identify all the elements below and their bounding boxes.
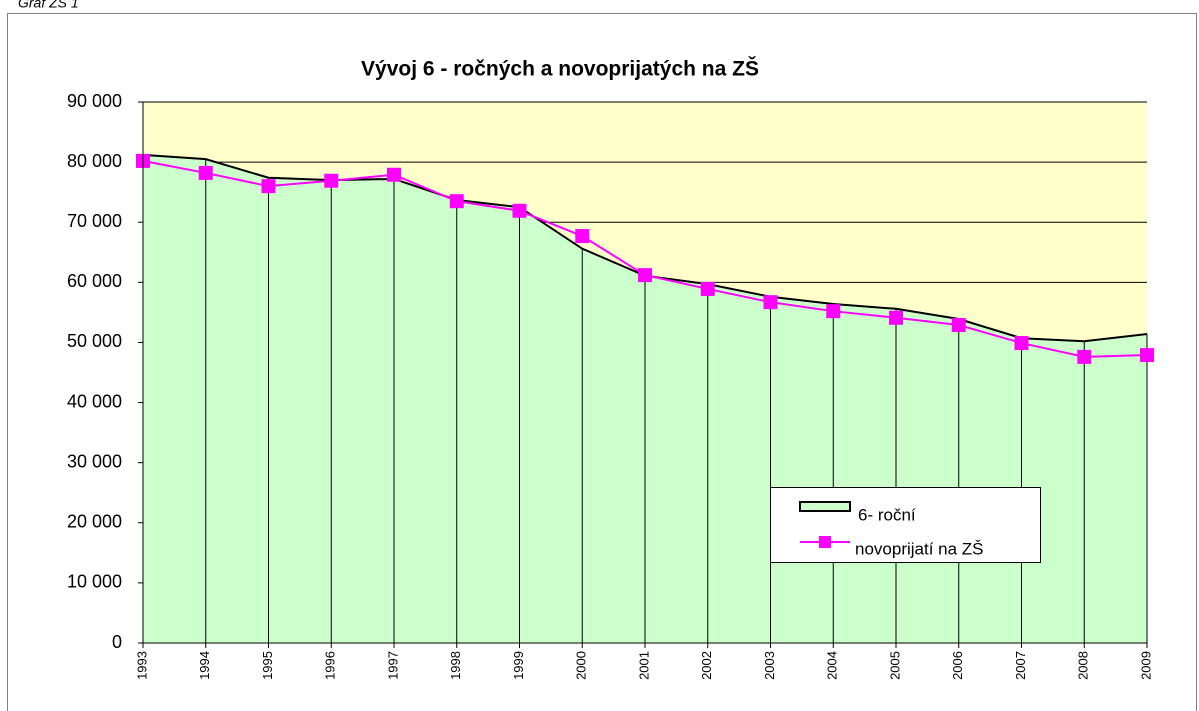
y-tick-label: 50 000	[67, 331, 122, 351]
x-tick-label: 1994	[197, 651, 212, 680]
y-tick-label: 40 000	[67, 391, 122, 411]
marker	[261, 179, 276, 194]
x-tick-label: 1997	[385, 651, 400, 680]
legend-marker	[819, 536, 831, 548]
y-tick-label: 60 000	[67, 271, 122, 291]
x-tick-label: 2007	[1013, 651, 1028, 680]
x-tick-label: 2008	[1076, 651, 1091, 680]
legend-label: novoprijatí na ZŠ	[855, 539, 984, 558]
legend: 6- roční novoprijatí na ZŠ	[770, 487, 1041, 563]
marker	[638, 268, 652, 283]
x-tick-label: 1999	[511, 651, 526, 680]
x-tick-label: 2001	[636, 651, 651, 680]
marker	[387, 167, 401, 182]
y-tick-label: 30 000	[67, 451, 122, 471]
marker	[575, 229, 590, 244]
x-tick-label: 2005	[887, 651, 902, 680]
y-tick-label: 10 000	[67, 572, 122, 592]
marker	[1014, 336, 1029, 351]
marker	[700, 281, 715, 296]
marker	[449, 194, 464, 209]
legend-label: 6- roční	[858, 505, 916, 524]
marker	[826, 304, 841, 319]
x-tick-label: 2004	[825, 651, 840, 680]
marker	[198, 165, 213, 180]
y-tick-label: 90 000	[67, 91, 122, 111]
legend-swatch	[799, 501, 851, 512]
x-tick-label: 2003	[762, 651, 777, 680]
plot-area: 0 10 000 20 000 30 000 40 000 50 000 60 000 70 …	[67, 91, 1154, 680]
x-tick-label: 2006	[950, 651, 965, 680]
x-tick-label: 1998	[448, 651, 463, 680]
marker	[1077, 349, 1092, 364]
y-tick-label: 80 000	[67, 151, 122, 171]
marker	[951, 318, 966, 333]
x-tick-label: 2000	[574, 651, 589, 680]
legend-box	[770, 487, 1041, 563]
marker	[889, 310, 903, 325]
y-tick-label: 0	[112, 632, 122, 652]
x-tick-label: 1995	[260, 651, 275, 680]
marker	[1140, 348, 1154, 363]
x-tick-label: 1993	[134, 651, 149, 680]
caption: Graf ZŠ 1	[18, 0, 79, 11]
y-tick-label: 70 000	[67, 211, 122, 231]
y-tick-label: 20 000	[67, 512, 122, 532]
marker	[763, 295, 778, 310]
x-tick-label: 2002	[699, 651, 714, 680]
x-tick-label: 1996	[323, 651, 338, 680]
chart-title: Vývoj 6 - ročných a novoprijatých na ZŠ	[361, 57, 759, 81]
marker	[512, 203, 527, 218]
x-tick-label: 2009	[1138, 651, 1153, 680]
marker	[324, 173, 339, 188]
